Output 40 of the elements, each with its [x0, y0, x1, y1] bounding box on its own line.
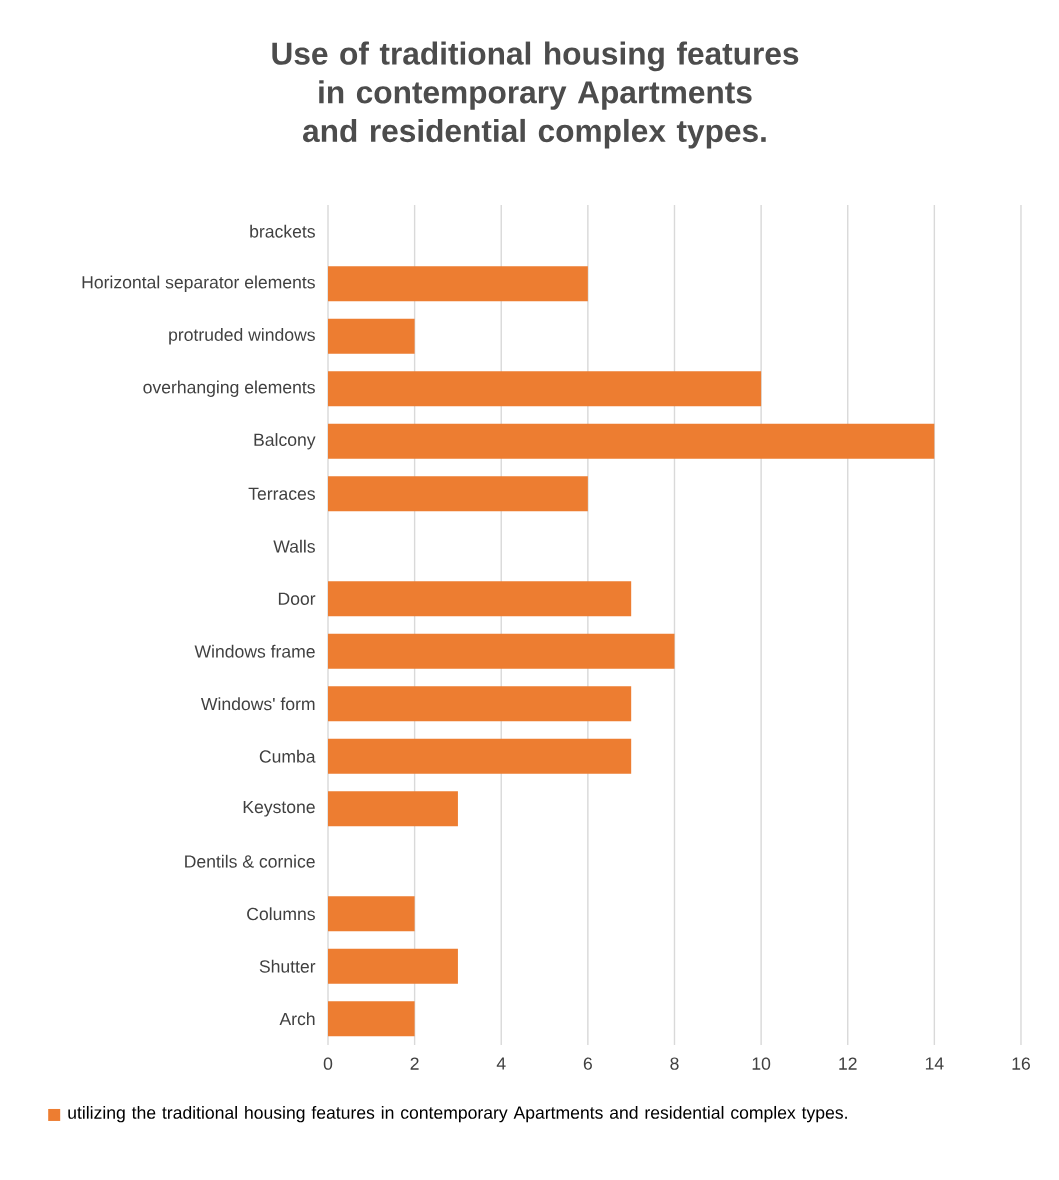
- y-tick-label: Windows' form: [200, 697, 315, 711]
- y-tick-label: Dentils & cornice: [185, 854, 315, 868]
- bar: [327, 633, 675, 669]
- x-tick-label: 16: [1012, 1057, 1030, 1070]
- x-tick-label: 12: [839, 1057, 857, 1070]
- y-tick-label: overhanging elements: [143, 380, 315, 397]
- bar: [327, 423, 935, 459]
- bar: [327, 371, 762, 407]
- y-tick-label: Arch: [279, 1012, 315, 1026]
- y-tick-label: Cumba: [259, 749, 316, 763]
- x-tick-label: 10: [752, 1057, 771, 1070]
- y-tick-label: Windows frame: [194, 644, 315, 658]
- bar: [327, 581, 632, 617]
- x-tick-label: 8: [670, 1057, 679, 1070]
- y-tick-label: brackets: [250, 224, 315, 238]
- y-tick-label: Horizontal separator elements: [82, 275, 315, 292]
- bar: [327, 476, 588, 512]
- x-tick-label: 14: [925, 1057, 944, 1070]
- x-tick-label: 0: [323, 1057, 333, 1070]
- bar: [327, 738, 632, 774]
- bar: [327, 948, 458, 984]
- chart-title: Use of traditional housing features in contemporary Apartments and residential complex types.: [272, 41, 799, 149]
- y-tick-label: Balcony: [254, 433, 316, 450]
- bar: [327, 896, 415, 932]
- y-tick-label: Columns: [247, 907, 315, 921]
- y-tick-label: Shutter: [259, 959, 316, 973]
- x-tick-label: 2: [410, 1057, 419, 1070]
- y-tick-label: protruded windows: [169, 328, 315, 345]
- bar: [327, 318, 415, 354]
- x-tick-label: 4: [496, 1057, 506, 1070]
- x-tick-label: 6: [583, 1057, 592, 1070]
- legend-label: utilizing the traditional housing features in contemporary Apartments and residential complex types.: [68, 1105, 847, 1123]
- bar: [327, 1001, 415, 1037]
- bar: [327, 686, 632, 722]
- y-tick-label: Keystone: [243, 800, 315, 817]
- bar: [327, 266, 588, 302]
- bar: [327, 791, 458, 827]
- y-tick-label: Door: [278, 592, 316, 605]
- y-tick-label: Walls: [273, 539, 315, 553]
- y-tick-label: Terraces: [248, 487, 315, 500]
